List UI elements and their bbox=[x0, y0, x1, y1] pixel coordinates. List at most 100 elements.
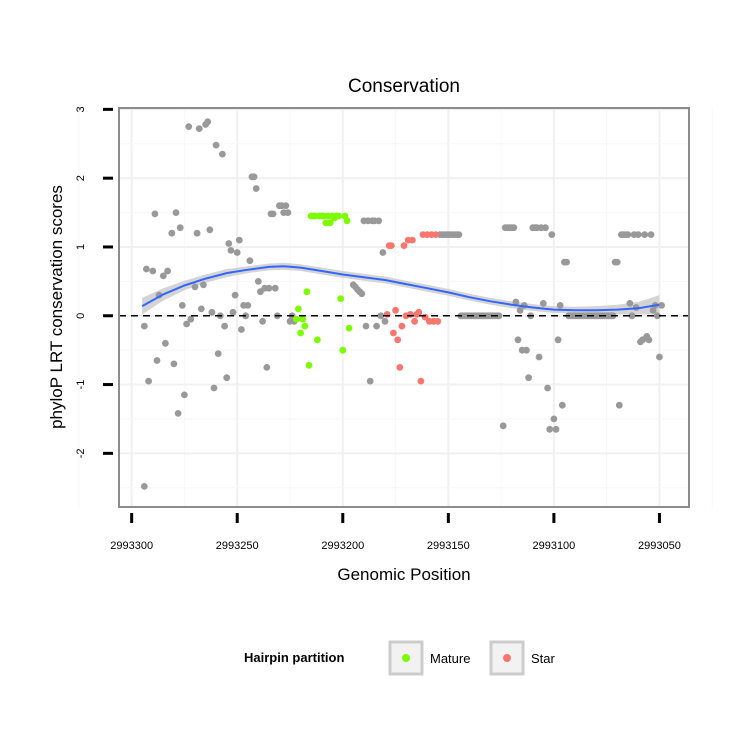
data-point-other bbox=[231, 291, 239, 299]
data-point-other bbox=[556, 302, 564, 309]
data-point-other bbox=[523, 346, 530, 354]
data-point-star bbox=[411, 317, 418, 325]
data-point-star bbox=[392, 306, 399, 314]
data-point-other bbox=[539, 300, 547, 307]
legend-item-star: Star bbox=[489, 640, 556, 676]
data-point-other bbox=[140, 483, 148, 490]
data-point-other bbox=[225, 240, 233, 247]
data-point-other bbox=[149, 267, 157, 275]
x-axis-title: Genomic Position bbox=[337, 565, 470, 584]
data-point-other bbox=[645, 336, 653, 344]
data-point-other bbox=[197, 305, 205, 313]
data-point-other bbox=[634, 231, 642, 239]
data-point-other bbox=[548, 231, 556, 239]
x-tick-label: 2993300 bbox=[110, 540, 153, 552]
data-point-other bbox=[512, 298, 520, 306]
data-point-other bbox=[535, 353, 543, 361]
data-point-other bbox=[250, 173, 258, 181]
x-tick-label: 2993150 bbox=[427, 540, 470, 552]
data-point-mature bbox=[299, 315, 307, 323]
data-point-other bbox=[170, 360, 178, 368]
data-point-other bbox=[246, 257, 254, 265]
data-point-other bbox=[195, 125, 203, 132]
data-point-other bbox=[366, 377, 374, 385]
data-point-other bbox=[613, 258, 621, 266]
panel-border bbox=[118, 107, 690, 508]
data-point-other bbox=[145, 377, 153, 385]
legend-label-star: Star bbox=[531, 651, 556, 666]
data-point-mature bbox=[301, 322, 309, 330]
data-point-other bbox=[235, 236, 243, 244]
legend-label-mature: Mature bbox=[430, 651, 470, 666]
legend: Hairpin partition Mature Star bbox=[244, 640, 556, 676]
data-point-other bbox=[525, 374, 532, 382]
data-point-other bbox=[187, 315, 195, 323]
data-point-star bbox=[387, 242, 395, 250]
y-tick-label: -2 bbox=[75, 448, 87, 458]
data-point-other bbox=[214, 350, 222, 357]
data-point-other bbox=[254, 278, 262, 285]
data-point-other bbox=[375, 217, 383, 225]
data-point-other bbox=[210, 384, 218, 392]
data-point-other bbox=[227, 247, 235, 254]
data-point-other bbox=[191, 283, 199, 291]
data-point-other bbox=[269, 210, 277, 218]
data-point-other bbox=[162, 339, 169, 347]
data-point-other bbox=[233, 249, 241, 256]
y-axis: 3 2 1 0 -1 -2 bbox=[75, 106, 113, 458]
data-point-other bbox=[544, 384, 551, 392]
data-point-star bbox=[390, 329, 397, 337]
data-point-mature bbox=[326, 219, 334, 227]
data-point-other bbox=[656, 353, 663, 361]
y-tick-label: 2 bbox=[75, 175, 87, 181]
data-point-other bbox=[164, 267, 172, 275]
x-tick-label: 2993200 bbox=[321, 540, 364, 552]
data-point-other bbox=[284, 209, 292, 217]
legend-title: Hairpin partition bbox=[244, 650, 344, 665]
data-point-other bbox=[174, 410, 182, 417]
data-point-other bbox=[206, 226, 214, 234]
data-point-mature bbox=[295, 305, 302, 313]
data-point-other bbox=[159, 272, 167, 280]
data-point-other bbox=[626, 300, 634, 307]
y-axis-title: phyloP LRT conservation scores bbox=[47, 185, 66, 429]
data-point-other bbox=[615, 401, 623, 409]
data-point-other bbox=[183, 320, 191, 328]
legend-swatch-mature bbox=[402, 654, 410, 662]
data-point-other bbox=[271, 284, 279, 292]
data-point-other bbox=[153, 357, 161, 364]
data-point-other bbox=[563, 258, 570, 266]
data-point-other bbox=[362, 322, 370, 330]
chart-title: Conservation bbox=[348, 76, 460, 97]
x-tick-label: 2993250 bbox=[216, 540, 259, 552]
data-point-star bbox=[400, 242, 408, 250]
data-point-other bbox=[168, 229, 176, 237]
x-tick-label: 2993050 bbox=[638, 540, 681, 552]
data-point-other bbox=[554, 336, 562, 344]
data-point-other bbox=[647, 231, 655, 239]
data-point-other bbox=[219, 150, 226, 158]
legend-key-mature bbox=[388, 640, 424, 676]
data-point-other bbox=[238, 326, 245, 333]
data-point-other bbox=[499, 422, 507, 430]
data-point-other bbox=[495, 312, 503, 320]
data-point-other bbox=[516, 306, 524, 314]
data-point-mature bbox=[335, 212, 342, 220]
y-tick-label: -1 bbox=[75, 380, 87, 390]
data-point-other bbox=[181, 391, 188, 399]
data-point-other bbox=[193, 229, 201, 237]
data-point-other bbox=[653, 312, 661, 320]
data-point-other bbox=[176, 224, 184, 232]
data-point-other bbox=[185, 123, 193, 130]
data-point-other bbox=[178, 302, 186, 309]
smooth-line bbox=[141, 265, 660, 312]
data-point-other bbox=[212, 141, 220, 149]
scatter-points bbox=[140, 118, 665, 490]
data-point-star bbox=[398, 322, 406, 330]
smooth-trend bbox=[141, 265, 660, 312]
data-point-other bbox=[223, 374, 231, 382]
data-point-other bbox=[244, 302, 252, 309]
data-point-mature bbox=[343, 217, 351, 225]
data-point-other bbox=[542, 224, 549, 232]
data-point-other bbox=[172, 209, 180, 217]
